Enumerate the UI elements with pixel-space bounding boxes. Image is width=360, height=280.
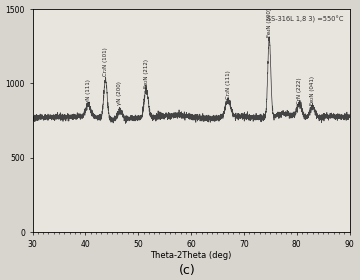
Text: γN (111): γN (111) [86,79,91,103]
Text: Fe₂N (212): Fe₂N (212) [144,59,149,88]
Text: (c): (c) [179,264,195,277]
Text: CrN (222): CrN (222) [297,77,302,104]
Text: Fe₄N (300): Fe₄N (300) [267,8,272,37]
Text: SS-316L 1,8 3) =550°C: SS-316L 1,8 3) =550°C [267,16,343,23]
Text: γN (200): γN (200) [117,81,122,105]
Text: Cr₂N (101): Cr₂N (101) [103,47,108,76]
X-axis label: Theta-2Theta (deg): Theta-2Theta (deg) [150,251,232,260]
Text: Cr₂N (111): Cr₂N (111) [226,70,230,99]
Text: Fe₂N (041): Fe₂N (041) [310,76,315,105]
